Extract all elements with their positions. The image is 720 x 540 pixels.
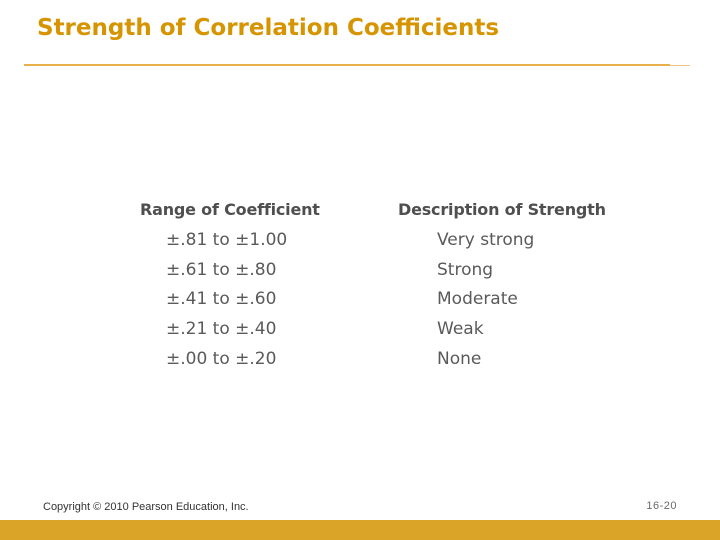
range-cell: ±.00 to ±.20 bbox=[166, 348, 277, 369]
footer-bar bbox=[0, 520, 720, 540]
title-divider-tail bbox=[670, 65, 690, 66]
table-row: ±.41 to ±.60 Moderate bbox=[139, 285, 609, 315]
range-cell: ±.41 to ±.60 bbox=[166, 289, 277, 310]
range-cell: ±.21 to ±.40 bbox=[166, 319, 277, 340]
slide-title: Strength of Correlation Coefficients bbox=[37, 15, 500, 41]
page-number: 16-20 bbox=[646, 500, 677, 512]
range-cell: ±.61 to ±.80 bbox=[166, 259, 277, 280]
description-column-header: Description of Strength bbox=[398, 200, 606, 219]
description-cell: Very strong bbox=[437, 230, 535, 250]
description-cell: Strong bbox=[437, 259, 494, 280]
table-row: ±.81 to ±1.00 Very strong bbox=[139, 226, 609, 256]
table-body: ±.81 to ±1.00 Very strong ±.61 to ±.80 S… bbox=[139, 226, 609, 374]
description-cell: None bbox=[437, 348, 482, 369]
title-divider bbox=[24, 64, 670, 66]
table-header: Range of Coefficient Description of Stre… bbox=[139, 200, 609, 226]
table-row: ±.00 to ±.20 None bbox=[139, 345, 609, 375]
description-cell: Weak bbox=[437, 319, 484, 340]
description-cell: Moderate bbox=[437, 289, 518, 310]
range-column-header: Range of Coefficient bbox=[140, 200, 320, 219]
copyright-notice: Copyright © 2010 Pearson Education, Inc. bbox=[43, 501, 249, 513]
correlation-table: Range of Coefficient Description of Stre… bbox=[139, 200, 609, 374]
table-row: ±.61 to ±.80 Strong bbox=[139, 256, 609, 286]
range-cell: ±.81 to ±1.00 bbox=[166, 230, 288, 250]
table-row: ±.21 to ±.40 Weak bbox=[139, 315, 609, 345]
